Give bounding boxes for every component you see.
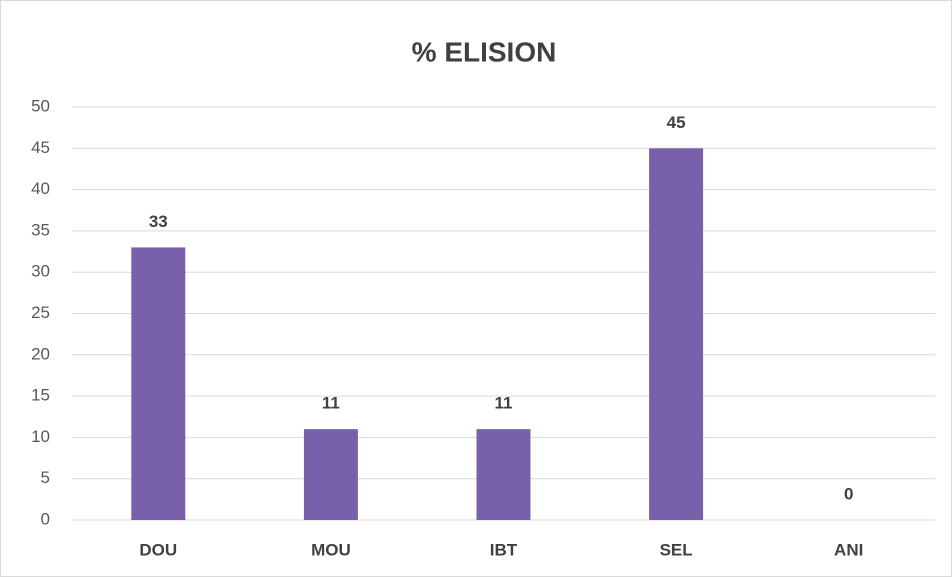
x-tick-label: SEL <box>660 540 693 559</box>
data-label: 11 <box>495 394 513 413</box>
y-tick-label: 50 <box>31 96 50 115</box>
y-tick-label: 40 <box>31 179 50 198</box>
data-label: 0 <box>844 484 853 503</box>
y-tick-label: 25 <box>31 303 50 322</box>
y-tick-label: 15 <box>31 386 50 405</box>
y-tick-label: 10 <box>31 427 50 446</box>
y-tick-label: 5 <box>41 468 50 487</box>
y-tick-label: 45 <box>31 138 50 157</box>
y-tick-label: 20 <box>31 344 50 363</box>
bar <box>649 148 704 521</box>
bar <box>476 429 531 520</box>
data-label: 11 <box>322 394 340 413</box>
bar <box>303 429 358 520</box>
data-label: 33 <box>149 212 168 231</box>
x-tick-label: MOU <box>311 540 351 559</box>
y-tick-label: 30 <box>31 262 50 281</box>
x-tick-label: ANI <box>834 540 863 559</box>
y-tick-label: 35 <box>31 220 50 239</box>
x-tick-label: IBT <box>490 540 518 559</box>
chart-title: % ELISION <box>412 36 557 67</box>
y-tick-label: 0 <box>41 509 50 528</box>
data-label: 45 <box>667 113 686 132</box>
bar <box>131 247 186 521</box>
x-tick-label: DOU <box>139 540 177 559</box>
